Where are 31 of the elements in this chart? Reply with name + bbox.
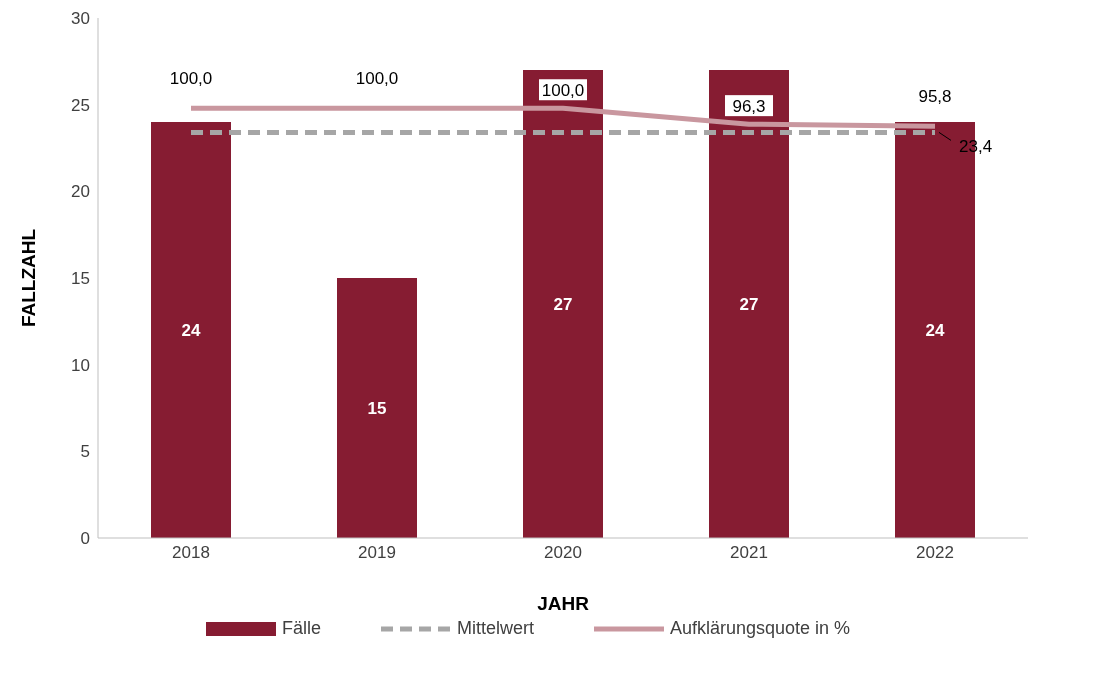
data-label: 24 [181, 321, 201, 340]
y-axis-title: FALLZAHL [17, 228, 39, 328]
data-label: 27 [553, 295, 573, 314]
legend-label: Mittelwert [456, 618, 534, 639]
data-label: 27 [739, 295, 759, 314]
data-label: 96,3 [732, 97, 766, 117]
data-label: 100,0 [169, 69, 213, 89]
y-tick-label: 10 [71, 355, 90, 375]
y-tick-label: 30 [71, 9, 90, 29]
data-label: 95,8 [918, 87, 952, 107]
x-axis-title: JAHR [537, 593, 590, 614]
x-tick-label: 2018 [172, 543, 210, 563]
y-tick-label: 25 [71, 95, 90, 115]
bar [151, 122, 231, 538]
x-tick-label: 2021 [730, 543, 768, 563]
bar [523, 70, 603, 538]
y-tick-label: 5 [80, 442, 90, 462]
y-tick-label: 0 [80, 529, 90, 549]
legend-label: Aufklärungsquote in % [669, 618, 851, 639]
x-tick-label: 2022 [916, 543, 954, 563]
data-label: 100,0 [355, 69, 399, 89]
data-label: 24 [925, 321, 945, 340]
y-tick-label: 20 [71, 182, 90, 202]
legend-label: Fälle [281, 618, 321, 639]
y-tick-label: 15 [71, 269, 90, 289]
bar [337, 278, 417, 538]
data-label: 100,0 [541, 81, 585, 101]
x-tick-label: 2020 [544, 543, 582, 563]
x-tick-label: 2019 [358, 543, 396, 563]
data-label: 15 [367, 399, 387, 418]
bar [709, 70, 789, 538]
